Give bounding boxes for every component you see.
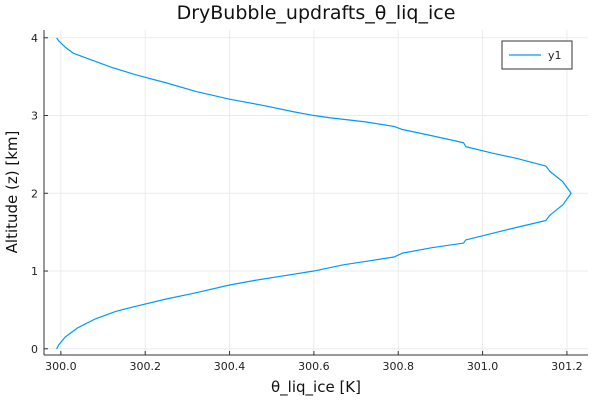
x-tick-label-0: 300.0	[45, 360, 77, 373]
y-tick-label-0: 0	[31, 343, 38, 356]
axes	[43, 30, 588, 356]
x-tick-label-1: 300.2	[129, 360, 161, 373]
tick-labels: 300.0 300.2 300.4 300.6 300.8 301.0 301.2 0 1 2 3 4	[31, 32, 583, 373]
x-tick-label-5: 301.0	[467, 360, 499, 373]
y-tick-label-3: 3	[31, 110, 38, 123]
x-tick-label-4: 300.8	[382, 360, 414, 373]
y-tick-label-4: 4	[31, 32, 38, 45]
y-tick-label-2: 2	[31, 187, 38, 200]
y-tick-label-1: 1	[31, 265, 38, 278]
x-tick-label-2: 300.4	[214, 360, 246, 373]
legend: y1	[501, 40, 573, 70]
series-layer	[56, 37, 572, 350]
chart-title: DryBubble_updrafts_θ_liq_ice	[177, 2, 456, 24]
legend-label-y1: y1	[548, 49, 562, 62]
series-line-y1	[56, 37, 572, 350]
x-tick-label-3: 300.6	[298, 360, 330, 373]
x-axis-label: θ_liq_ice [K]	[271, 378, 361, 397]
y-axis-label: Altitude (z) [km]	[3, 131, 21, 254]
x-tick-label-6: 301.2	[551, 360, 583, 373]
